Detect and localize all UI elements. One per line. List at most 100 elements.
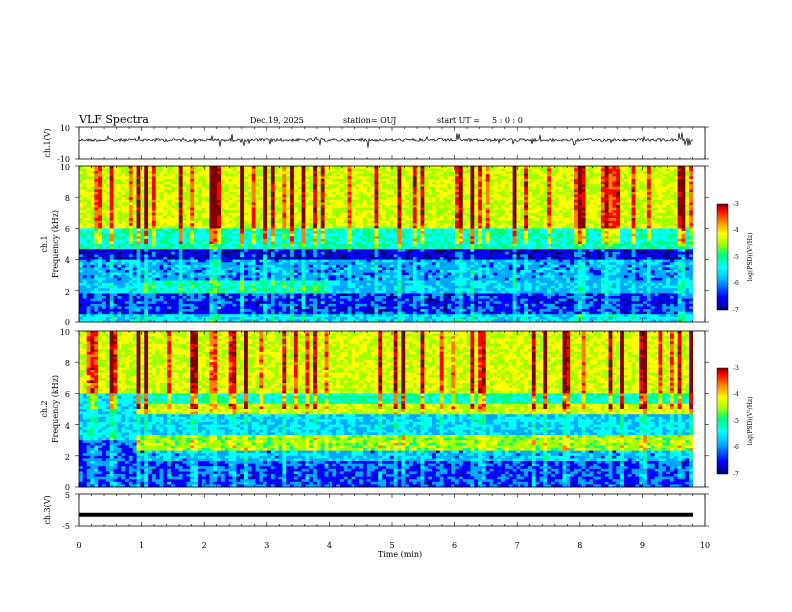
spectrogram-cell [320, 293, 325, 297]
spectrogram-cell [178, 179, 184, 182]
spectrogram-cell [267, 262, 272, 266]
spectrogram-cell [370, 218, 375, 221]
spectrogram-cell [247, 264, 253, 268]
spectrogram-cell [282, 249, 287, 253]
spectrogram-cell [378, 218, 383, 221]
spectrogram-cell [194, 205, 199, 208]
spectrogram-cell [240, 246, 245, 250]
spectrogram-cell [182, 199, 187, 203]
spectrogram-cell [232, 173, 237, 177]
spectrogram-cell [121, 303, 126, 307]
spectrogram-cell [98, 184, 103, 188]
spectrogram-cell [113, 171, 118, 175]
spectrogram-cell [82, 303, 88, 307]
spectrogram-cell [240, 173, 245, 177]
spectrogram-cell [98, 228, 103, 232]
spectrogram-cell [228, 316, 233, 320]
spectrogram-cell [316, 251, 322, 255]
spectrogram-cell [90, 179, 95, 182]
spectrogram-cell [328, 173, 333, 177]
spectrogram-cell [336, 166, 341, 169]
spectrogram-cell [328, 194, 333, 198]
spectrogram-cell [163, 296, 168, 299]
spectrogram-cell [359, 280, 364, 284]
spectrogram-cell [140, 259, 145, 263]
spectrogram-cell [197, 285, 203, 289]
spectrogram-cell [220, 207, 226, 211]
spectrogram-cell [182, 296, 187, 299]
spectrogram-cell [171, 249, 176, 253]
spectrogram-cell [140, 262, 145, 266]
spectrogram-cell [102, 298, 107, 302]
spectrogram-cell [263, 311, 268, 315]
spectrogram-cell [132, 309, 137, 312]
spectrogram-cell [197, 223, 203, 227]
spectrogram-cell [217, 264, 222, 268]
spectrogram-cell [109, 179, 114, 182]
spectrogram-cell [378, 251, 383, 255]
spectrogram-cell [105, 205, 111, 208]
spectrogram-cell [121, 181, 126, 185]
spectrogram-cell [163, 290, 168, 294]
spectrogram-cell [121, 176, 126, 180]
spectrogram-cell [167, 314, 172, 318]
spectrogram-cell [359, 173, 364, 177]
spectrogram-cell [159, 272, 164, 276]
spectrogram-cell [382, 270, 387, 273]
spectrogram-cell [278, 231, 283, 234]
spectrogram-cell [259, 280, 264, 284]
spectrogram-cell [140, 272, 145, 276]
spectrogram-cell [355, 264, 360, 268]
spectrogram-cell [313, 309, 318, 312]
spectrogram-cell [174, 309, 180, 312]
spectrogram-cell [105, 212, 111, 216]
spectrogram-cell [339, 314, 345, 318]
spectrogram-cell [102, 259, 107, 263]
spectrogram-cell [255, 168, 260, 172]
spectrogram-cell [159, 223, 164, 227]
spectrogram-cell [382, 298, 387, 302]
spectrogram-cell [267, 244, 272, 247]
spectrogram-cell [136, 272, 141, 276]
spectrogram-cell [339, 181, 345, 185]
spectrogram-cell [244, 280, 249, 284]
spectrogram-cell [186, 267, 191, 271]
spectrogram-cell [109, 314, 114, 318]
spectrogram-cell [220, 262, 226, 266]
spectrogram-cell [297, 251, 302, 255]
spectrogram-cell [386, 244, 391, 247]
spectrogram-cell [232, 181, 237, 185]
spectrogram-cell [117, 298, 122, 302]
spectrogram-cell [132, 288, 137, 292]
spectrogram-cell [343, 296, 349, 299]
spectrogram-cell [359, 277, 364, 281]
spectrogram-cell [94, 241, 99, 245]
spectrogram-cell [82, 244, 88, 247]
spectrogram-cell [301, 199, 306, 203]
spectrogram-cell [205, 231, 210, 234]
spectrogram-cell [366, 303, 372, 307]
spectrogram-cell [213, 173, 218, 177]
spectrogram-cell [359, 314, 364, 318]
spectrogram-cell [382, 210, 387, 214]
spectrogram-cell [378, 280, 383, 284]
spectrogram-cell [339, 257, 345, 260]
spectrogram-cell [278, 246, 283, 250]
spectrogram-cell [328, 186, 333, 190]
spectrogram-cell [324, 236, 329, 240]
spectrogram-cell [297, 314, 302, 318]
spectrogram-cell [290, 259, 295, 263]
spectrogram-cell [336, 238, 341, 242]
spectrogram-cell [316, 192, 322, 195]
spectrogram-cell [320, 257, 325, 260]
spectrogram-cell [247, 303, 253, 307]
spectrogram-cell [224, 272, 230, 276]
spectrogram-cell [132, 223, 137, 227]
spectrogram-cell [197, 181, 203, 185]
spectrogram-cell [270, 280, 276, 284]
spectrogram-cell [132, 212, 137, 216]
spectrogram-cell [324, 228, 329, 232]
spectrogram-cell [339, 298, 345, 302]
spectrogram-cell [305, 290, 310, 294]
spectrogram-cell [274, 212, 279, 216]
